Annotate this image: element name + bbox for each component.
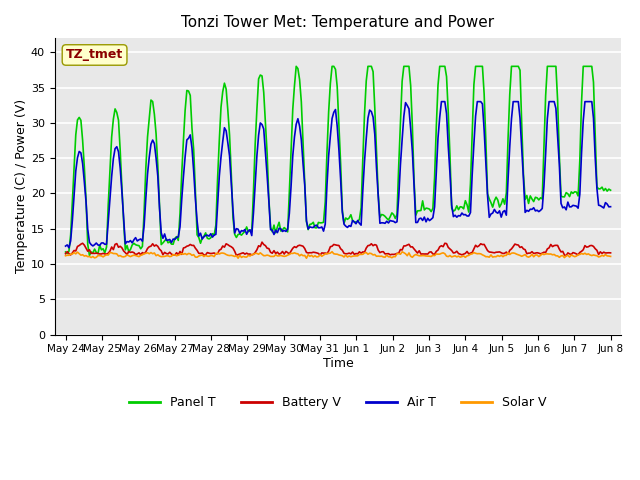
Text: TZ_tmet: TZ_tmet (66, 48, 124, 61)
Y-axis label: Temperature (C) / Power (V): Temperature (C) / Power (V) (15, 99, 28, 274)
Title: Tonzi Tower Met: Temperature and Power: Tonzi Tower Met: Temperature and Power (182, 15, 495, 30)
Legend: Panel T, Battery V, Air T, Solar V: Panel T, Battery V, Air T, Solar V (124, 391, 552, 414)
X-axis label: Time: Time (323, 357, 353, 370)
